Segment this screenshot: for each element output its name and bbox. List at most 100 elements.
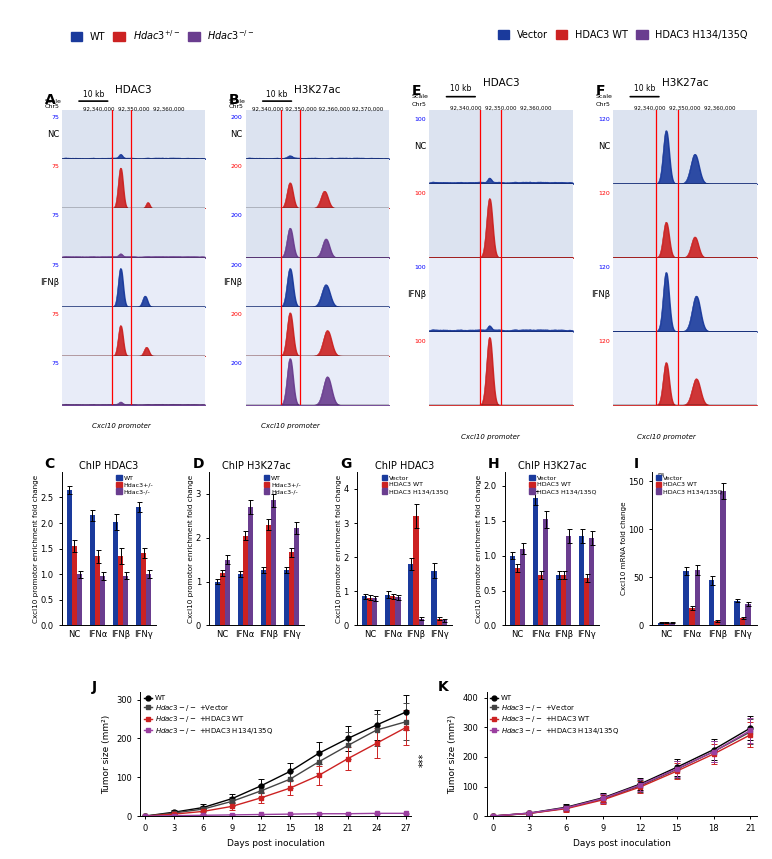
Bar	[225, 560, 230, 625]
Bar	[248, 507, 252, 625]
Bar	[95, 557, 100, 625]
Title: ChIP H3K27ac: ChIP H3K27ac	[222, 461, 291, 471]
Text: NC: NC	[230, 130, 242, 139]
Bar	[515, 569, 520, 625]
Text: Cxcl10 promoter: Cxcl10 promoter	[461, 434, 520, 440]
Text: 75: 75	[51, 164, 59, 169]
Y-axis label: Tumor size (mm²): Tumor size (mm²)	[102, 715, 110, 794]
Text: 120: 120	[598, 192, 610, 196]
Text: Chr5: Chr5	[412, 101, 427, 107]
Y-axis label: Tumor size (mm²): Tumor size (mm²)	[448, 715, 457, 794]
Text: 100: 100	[415, 265, 426, 270]
Bar	[664, 623, 669, 625]
Bar	[566, 536, 571, 625]
Text: 200: 200	[231, 213, 242, 218]
Bar	[266, 525, 271, 625]
Bar	[72, 546, 77, 625]
Text: ***: ***	[418, 753, 428, 767]
Bar	[556, 576, 561, 625]
Text: 200: 200	[231, 115, 242, 120]
Text: NC: NC	[598, 143, 610, 151]
Bar	[520, 549, 525, 625]
Title: ChIP HDAC3: ChIP HDAC3	[374, 461, 434, 471]
Bar	[543, 520, 548, 625]
Bar	[238, 574, 242, 625]
Text: F: F	[596, 84, 605, 98]
Bar	[136, 507, 141, 625]
Bar	[294, 528, 299, 625]
Text: Cxcl10 promoter: Cxcl10 promoter	[262, 423, 320, 429]
Text: 100: 100	[415, 192, 426, 196]
Bar	[219, 573, 225, 625]
Bar	[709, 581, 714, 625]
Y-axis label: Cxcl10 promotor enrichment fold change: Cxcl10 promotor enrichment fold change	[476, 474, 482, 623]
Bar	[740, 618, 746, 625]
Text: H3K27ac: H3K27ac	[294, 85, 340, 95]
Text: Scale: Scale	[412, 94, 429, 99]
Bar	[414, 516, 418, 625]
Text: Cxcl10 promoter: Cxcl10 promoter	[92, 423, 151, 429]
Text: Chr5: Chr5	[229, 104, 243, 108]
Text: ns: ns	[0, 858, 1, 859]
Text: 200: 200	[231, 164, 242, 169]
Bar	[584, 578, 589, 625]
Text: 92,340,000  92,350,000  92,360,000: 92,340,000 92,350,000 92,360,000	[634, 106, 736, 111]
Bar	[734, 600, 740, 625]
Text: 75: 75	[51, 312, 59, 317]
Bar	[90, 515, 95, 625]
Legend: Vector, HDAC3 WT, HDAC3 H134/135Q: Vector, HDAC3 WT, HDAC3 H134/135Q	[381, 475, 449, 494]
Text: IFNβ: IFNβ	[591, 290, 610, 299]
Text: 100: 100	[415, 339, 426, 344]
Bar	[538, 576, 543, 625]
Text: ns: ns	[0, 858, 1, 859]
Text: 10 kb: 10 kb	[266, 89, 288, 99]
Bar	[367, 598, 372, 625]
Text: Cxcl10 promoter: Cxcl10 promoter	[638, 434, 696, 440]
Text: 92,340,000  92,350,000  92,360,000: 92,340,000 92,350,000 92,360,000	[450, 106, 552, 111]
Text: 75: 75	[51, 361, 59, 366]
Bar	[391, 596, 395, 625]
Text: Scale: Scale	[229, 99, 245, 104]
Text: Chr5: Chr5	[596, 101, 611, 107]
Title: ChIP HDAC3: ChIP HDAC3	[80, 461, 139, 471]
Legend: Vector, HDAC3 WT, HDAC3 H134/135Q: Vector, HDAC3 WT, HDAC3 H134/135Q	[530, 475, 596, 494]
Y-axis label: Cxcl10 promotor enrichment fold change: Cxcl10 promotor enrichment fold change	[336, 474, 342, 623]
Text: IFNβ: IFNβ	[408, 290, 426, 299]
Text: 200: 200	[231, 263, 242, 268]
Bar	[533, 498, 538, 625]
Text: 92,340,000 92,350,000 92,360,000 92,370,000: 92,340,000 92,350,000 92,360,000 92,370,…	[252, 107, 383, 112]
Text: D: D	[192, 456, 204, 471]
Text: 10 kb: 10 kb	[83, 89, 104, 99]
Bar	[124, 576, 128, 625]
Text: C: C	[45, 456, 55, 471]
Bar	[261, 570, 266, 625]
Bar	[561, 576, 566, 625]
Bar	[658, 623, 664, 625]
Bar	[385, 594, 391, 625]
Bar	[720, 491, 726, 625]
Bar	[289, 552, 294, 625]
Bar	[432, 571, 436, 625]
Bar	[510, 556, 515, 625]
Text: HDAC3: HDAC3	[482, 78, 520, 88]
Legend: WT, $\it{Hdac3-/-}$ +Vector, $\it{Hdac3-/-}$ +HDAC3 WT, $\it{Hdac3-/-}$ +HDAC3 H: WT, $\it{Hdac3-/-}$ +Vector, $\it{Hdac3-…	[144, 696, 273, 735]
Bar	[118, 556, 124, 625]
Text: 100: 100	[415, 118, 426, 122]
Bar	[442, 620, 447, 625]
Bar	[395, 597, 401, 625]
Text: 200: 200	[231, 312, 242, 317]
Bar	[100, 576, 105, 625]
Legend: WT, $\it{Hdac3-/-}$ +Vector, $\it{Hdac3-/-}$ +HDAC3 WT, $\it{Hdac3-/-}$ +HDAC3 H: WT, $\it{Hdac3-/-}$ +Vector, $\it{Hdac3-…	[490, 696, 619, 735]
Bar	[669, 623, 675, 625]
Bar	[408, 564, 414, 625]
Text: HDAC3: HDAC3	[115, 85, 152, 95]
Bar	[113, 522, 118, 625]
Text: NC: NC	[414, 143, 426, 151]
Bar	[67, 490, 72, 625]
Bar	[284, 570, 289, 625]
Text: H: H	[488, 456, 499, 471]
X-axis label: Days post inoculation: Days post inoculation	[226, 839, 324, 848]
Bar	[579, 536, 584, 625]
Bar	[141, 553, 146, 625]
Bar	[418, 618, 424, 625]
